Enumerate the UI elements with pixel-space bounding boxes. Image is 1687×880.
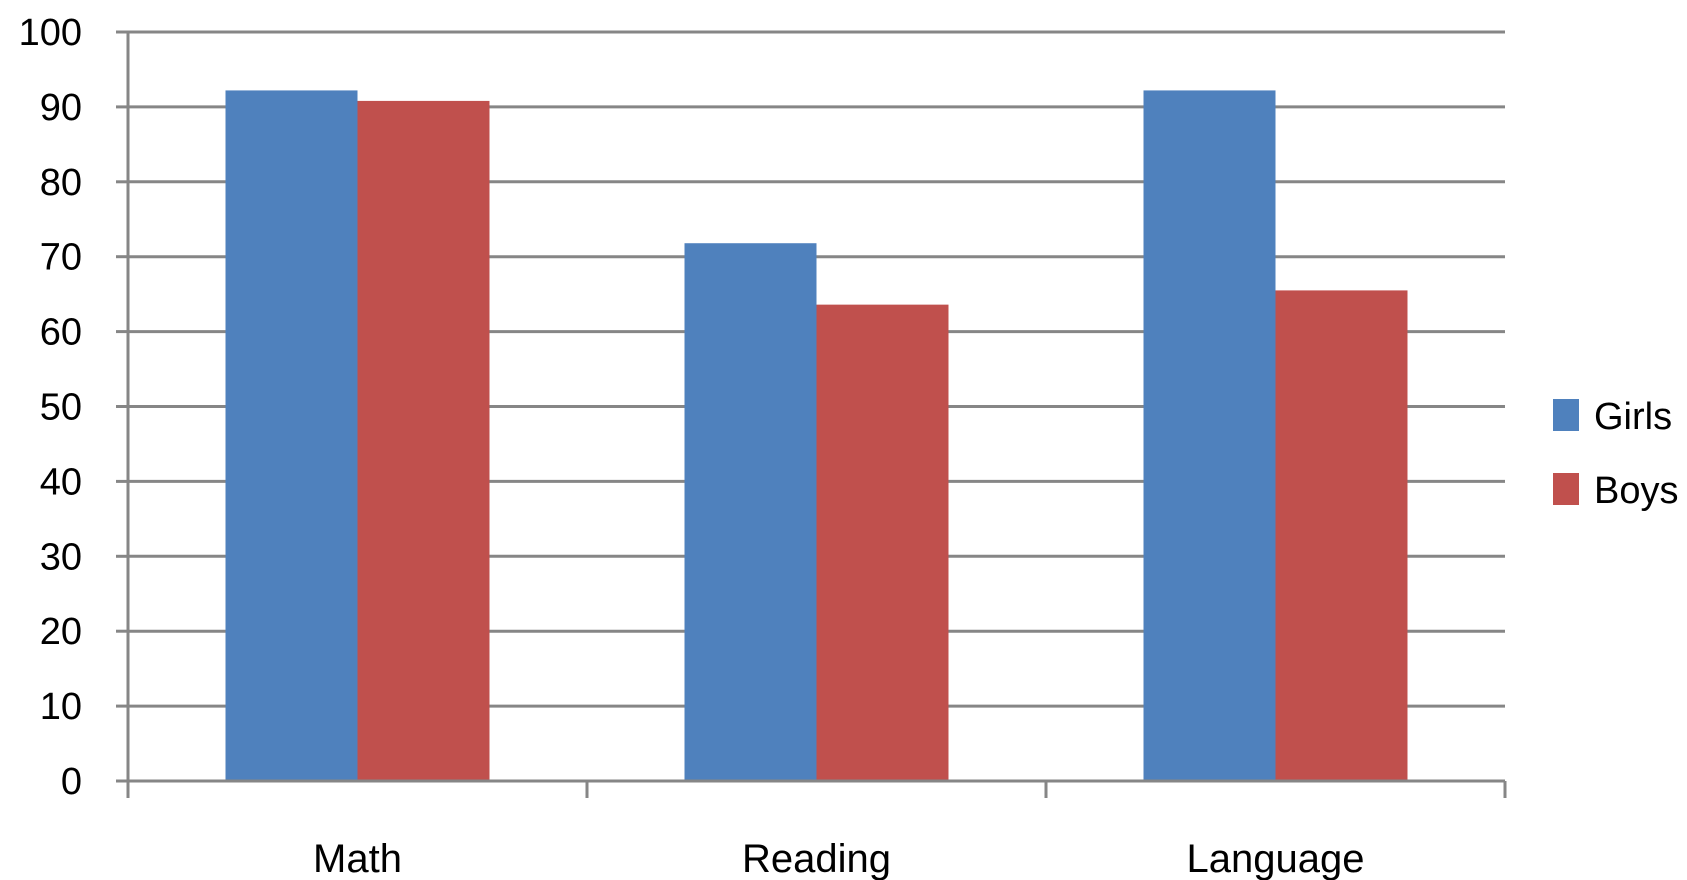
x-axis-tick-labels: Math Reading Language (313, 837, 1364, 880)
bar-girls-reading (684, 243, 817, 781)
y-tick-label: 90 (40, 87, 82, 129)
legend-item-boys: Boys (1553, 470, 1678, 512)
y-tick-label: 60 (40, 312, 82, 354)
y-tick-label: 10 (40, 686, 82, 728)
bar-girls-math (225, 90, 358, 781)
axes (116, 30, 1507, 798)
y-tick-label: 30 (40, 536, 82, 578)
y-tick-label: 80 (40, 162, 82, 204)
bars (225, 90, 1408, 781)
legend-item-girls: Girls (1553, 396, 1672, 438)
y-tick-label: 20 (40, 611, 82, 653)
x-tick-label: Reading (742, 837, 891, 880)
y-tick-label: 50 (40, 387, 82, 429)
legend-label-boys: Boys (1594, 470, 1678, 512)
y-axis-tick-labels: 0 10 20 30 40 50 60 70 80 90 100 (19, 12, 82, 803)
legend-label-girls: Girls (1594, 396, 1672, 438)
x-tick-label: Math (313, 837, 402, 880)
bar-boys-math (357, 100, 490, 781)
y-tick-label: 100 (19, 12, 82, 54)
y-tick-label: 0 (61, 761, 82, 803)
legend: Girls Boys (1553, 396, 1678, 512)
bar-boys-reading (816, 304, 949, 781)
bar-girls-language (1143, 90, 1276, 781)
bar-boys-language (1275, 290, 1408, 781)
legend-swatch-boys (1553, 473, 1579, 505)
y-tick-label: 40 (40, 461, 82, 503)
y-tick-label: 70 (40, 237, 82, 279)
x-tick-label: Language (1187, 837, 1365, 880)
legend-swatch-girls (1553, 399, 1579, 431)
